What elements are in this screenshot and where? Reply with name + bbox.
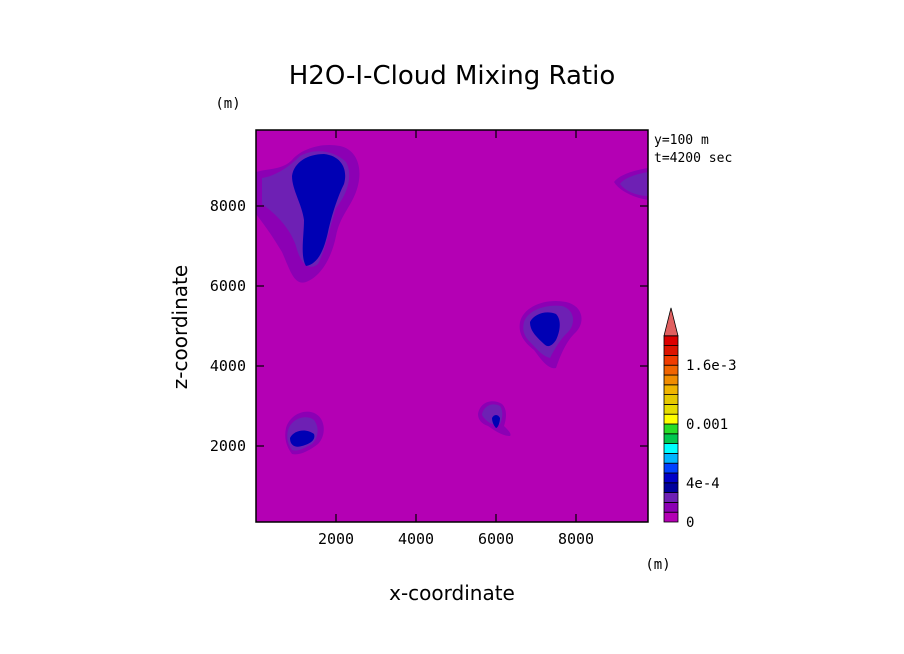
chart-title: H2O-I-Cloud Mixing Ratio — [289, 61, 616, 91]
feature-upper-left-cloud — [256, 144, 360, 283]
feature-center-lower-cloud — [478, 401, 511, 436]
colorbar-segment — [663, 452, 679, 464]
colorbar-segment — [663, 501, 679, 513]
colorbar-tick-label: 0.001 — [686, 417, 728, 433]
colorbar-segment — [663, 335, 679, 346]
colorbar: 0 4e-4 0.001 1.6e-3 — [663, 307, 737, 531]
y-axis-ticks: 2000 4000 6000 8000 — [210, 197, 648, 455]
x-unit-label: (m) — [645, 557, 670, 573]
plot-frame — [255, 129, 649, 523]
colorbar-segment — [663, 413, 679, 425]
colorbar-tick-label: 1.6e-3 — [686, 358, 737, 374]
colorbar-segment — [663, 374, 679, 386]
colorbar-segment — [663, 511, 679, 523]
x-axis-ticks: 2000 4000 6000 8000 — [318, 130, 594, 548]
colorbar-segment — [663, 384, 679, 395]
colorbar-tick-label: 4e-4 — [686, 476, 720, 492]
y-tick-label: 4000 — [210, 357, 246, 375]
feature-right-cloud — [519, 300, 582, 369]
feature-lower-left-cloud — [285, 411, 324, 455]
x-tick-label: 4000 — [398, 530, 434, 548]
colorbar-segment — [663, 443, 679, 454]
annotation-time: t=4200 sec — [654, 151, 732, 166]
colorbar-segment — [663, 433, 679, 444]
y-unit-label: (m) — [215, 96, 240, 112]
colorbar-segment — [663, 364, 679, 376]
colorbar-extend-triangle — [663, 307, 679, 337]
y-axis-title: z-coordinate — [168, 265, 192, 389]
feature-right-edge-cloud — [614, 168, 648, 200]
annotation-y-slice: y=100 m — [654, 133, 709, 148]
x-tick-label: 8000 — [558, 530, 594, 548]
x-axis-title: x-coordinate — [389, 581, 515, 605]
colorbar-segment — [663, 462, 679, 474]
colorbar-segment — [663, 472, 679, 484]
colorbar-segment — [663, 354, 679, 366]
colorbar-tick-label: 0 — [686, 515, 694, 531]
colorbar-segment — [663, 423, 679, 435]
colorbar-segment — [663, 492, 679, 503]
plot-area — [255, 129, 649, 523]
y-tick-label: 6000 — [210, 277, 246, 295]
colorbar-segment — [663, 394, 679, 405]
colorbar-segment — [663, 403, 679, 415]
x-tick-label: 2000 — [318, 530, 354, 548]
colorbar-segment — [663, 345, 679, 356]
x-tick-label: 6000 — [478, 530, 514, 548]
y-tick-label: 8000 — [210, 197, 246, 215]
y-tick-label: 2000 — [210, 437, 246, 455]
colorbar-segment — [663, 482, 679, 493]
